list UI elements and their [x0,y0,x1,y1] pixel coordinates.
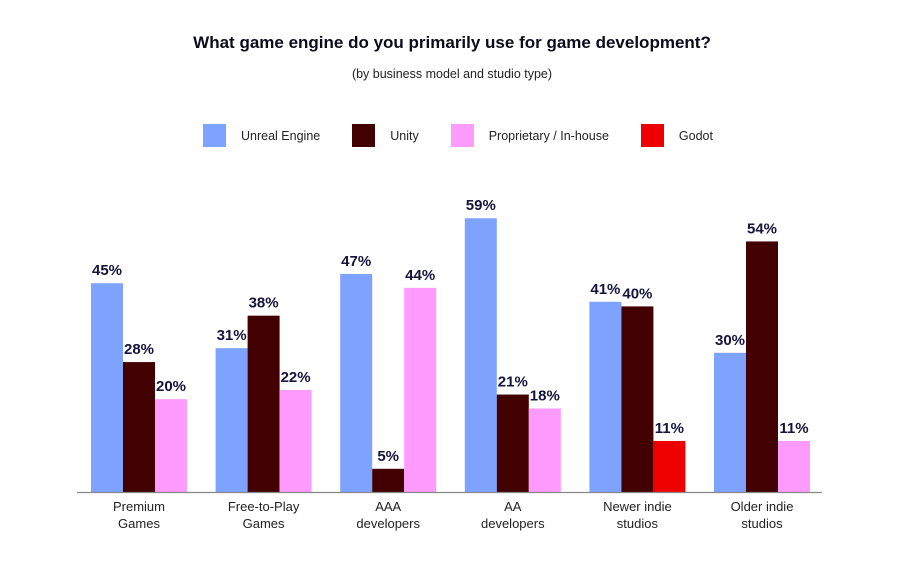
chart-subtitle: (by business model and studio type) [351,67,553,81]
category-label: Newer indie [603,499,672,514]
data-label: 20% [156,378,186,395]
legend-item-unreal: Unreal Engine [203,124,320,147]
data-label: 44% [405,267,435,284]
category-label: Games [118,516,160,531]
bar [340,273,373,492]
bar [589,301,622,492]
legend-swatch [450,124,474,147]
data-label: 30% [715,332,745,349]
legend-item-proprietary: Proprietary / In-house [450,124,609,147]
bar [464,218,497,493]
data-label: 40% [622,285,652,302]
data-label: 11% [655,420,684,437]
data-label: 22% [281,369,311,386]
chart-title: What game engine do you primarily use fo… [193,33,711,52]
data-label: 21% [498,374,528,391]
bar [123,362,155,492]
data-label: 38% [249,295,279,312]
data-label: 18% [530,387,560,404]
legend-swatch [203,124,226,147]
data-label: 31% [217,327,247,344]
data-label: 41% [590,281,620,298]
bar [496,394,529,492]
bar [372,468,405,492]
category-label: Free-to-Play [228,499,300,514]
bar [247,315,280,492]
bar [746,241,778,492]
data-label: 45% [92,262,122,279]
bar [155,399,187,492]
category-label: studios [617,516,659,531]
legend-label: Godot [678,128,713,143]
bar [404,287,437,492]
data-label: 54% [747,220,777,237]
category-label: AAA [375,499,401,514]
category-label: Games [243,516,285,531]
bar [778,440,810,492]
category-label: Older indie [731,499,794,514]
category-label: studios [741,516,783,531]
category-label: developers [481,516,545,531]
legend-swatch [352,124,376,147]
data-label: 5% [377,448,399,465]
data-label: 59% [466,197,496,214]
legend-label: Unity [390,128,419,143]
bar [91,283,123,492]
data-label: 28% [124,341,154,358]
legend-label: Unreal Engine [241,128,321,143]
legend-label: Proprietary / In-house [488,128,609,143]
category-label: developers [356,516,420,531]
data-label: 47% [341,253,371,270]
legend-item-godot: Godot [640,124,713,147]
bar [653,440,686,492]
bar [621,306,654,492]
category-label: Premium [113,499,165,514]
bar [279,389,312,492]
legend-item-unity: Unity [352,124,419,147]
category-label: AA [504,499,522,514]
bar [714,352,746,492]
data-label: 11% [779,420,808,437]
bar [215,348,248,492]
bar [528,408,561,492]
legend-swatch [640,124,664,147]
legend: Unreal Engine Unity Proprietary / In-hou… [203,124,745,147]
